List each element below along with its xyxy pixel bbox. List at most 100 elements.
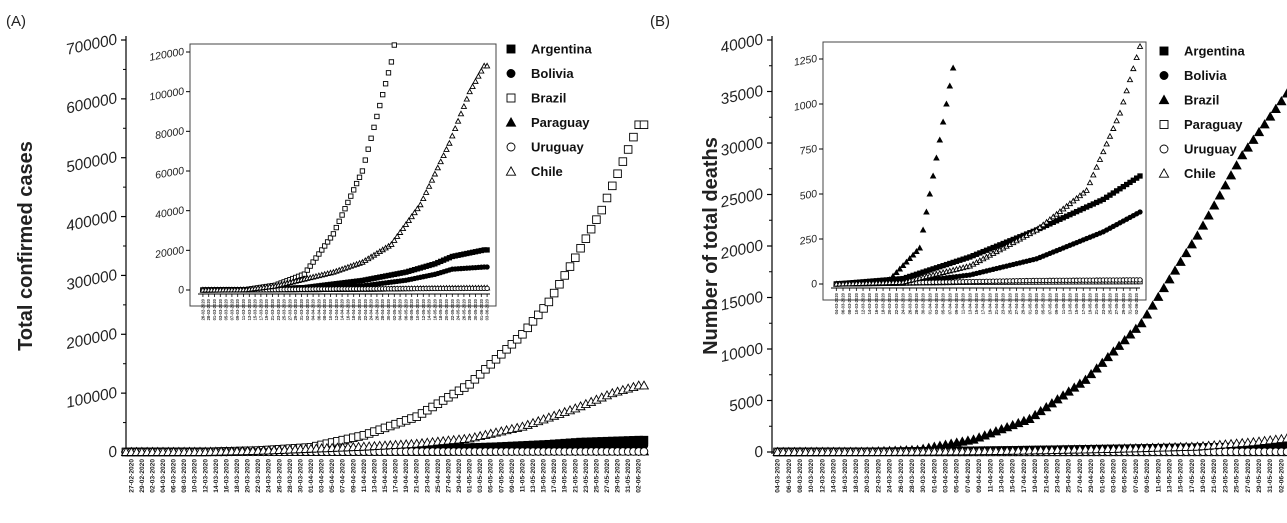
data-point: [502, 345, 511, 354]
inset-chart: 0 250 500 750 1000 1250 04-03-2020 06-03-2020 08…: [793, 41, 1147, 314]
x-tick-label: 28-03-2020: [909, 459, 916, 493]
legend-marker: [1159, 71, 1169, 80]
data-point: [491, 355, 501, 364]
x-tick-label: 07-04-2020: [340, 459, 347, 493]
inset-x-tick-label: 25-05-2020: [1107, 292, 1112, 314]
data-point: [1169, 265, 1181, 275]
inset-data-point: [460, 102, 468, 109]
inset-x-tick-label: 05-04-2020: [941, 292, 946, 314]
inset-data-point: [1083, 186, 1090, 193]
y-tick-label: 35000: [719, 83, 765, 109]
x-tick-label: 27-02-2020: [128, 459, 135, 493]
inset-data-point: [330, 231, 337, 237]
inset-x-tick-label: 11-03-2020: [241, 298, 246, 320]
inset-data-point: [1123, 87, 1130, 94]
inset-data-point: [1113, 117, 1120, 124]
data-point: [623, 145, 633, 154]
inset-data-point: [466, 88, 473, 95]
inset-data-point: [353, 180, 360, 187]
inset-data-point: [356, 174, 363, 180]
inset-x-tick-label: 10-03-2020: [854, 292, 859, 314]
inset-x-tick-label: 10-05-2020: [415, 298, 420, 320]
inset-data-point: [899, 262, 907, 269]
inset-x-tick-label: 17-05-2020: [1081, 292, 1086, 314]
x-tick-label: 01-04-2020: [931, 459, 938, 493]
inset-x-tick-label: 04-03-2020: [834, 292, 839, 314]
inset-frame: [189, 43, 497, 307]
legend-marker: [506, 69, 516, 78]
data-point: [586, 224, 596, 234]
x-tick-label: 04-03-2020: [160, 459, 167, 493]
data-point: [1209, 200, 1220, 210]
x-tick-label: 29-04-2020: [1088, 459, 1095, 493]
data-point: [1259, 119, 1270, 129]
inset-data-point: [893, 269, 900, 276]
x-tick-label: 01-05-2020: [467, 459, 474, 493]
inset-data-point: [362, 157, 368, 163]
legend: Argentina Bolivia Brazil Paraguay Uruguay Chi…: [1158, 44, 1245, 181]
inset-x-tick-label: 13-05-2020: [1067, 292, 1072, 314]
inset-data-point: [322, 243, 328, 249]
inset-x-tick-label: 20-03-2020: [887, 292, 892, 314]
x-tick-label: 29-02-2020: [139, 459, 146, 493]
data-point: [1130, 323, 1141, 333]
legend-label: Brazil: [531, 91, 566, 106]
y-tick-label: 10000: [719, 340, 765, 366]
inset-data-point: [1137, 173, 1143, 179]
inset-x-tick-label: 14-04-2020: [340, 298, 345, 320]
inset-data-point: [316, 251, 322, 257]
y-tick-label: 400000: [65, 208, 119, 235]
inset-x-tick-label: 12-05-2020: [421, 298, 426, 320]
x-tick-label: 17-04-2020: [393, 459, 400, 493]
inset-y-tick-label: 100000: [148, 86, 185, 104]
x-tick-label: 19-05-2020: [1200, 459, 1207, 493]
inset-x-tick-label: 18-05-2020: [438, 298, 443, 320]
inset-x-tick-label: 04-04-2020: [311, 298, 316, 320]
data-point: [1276, 95, 1287, 106]
data-point: [1164, 274, 1175, 284]
inset-x-tick-label: 19-05-2020: [1087, 292, 1092, 314]
inset-x-tick-label: 16-04-2020: [345, 298, 350, 320]
data-point: [576, 243, 585, 253]
x-tick-label: 23-05-2020: [583, 459, 590, 493]
data-point: [581, 234, 591, 243]
inset-x-tick-label: 09-05-2020: [1054, 292, 1059, 314]
inset-x-tick-label: 29-04-2020: [1021, 292, 1026, 314]
data-point: [618, 157, 628, 166]
x-tick-label: 01-04-2020: [308, 459, 315, 493]
inset-data-point: [478, 67, 485, 74]
inset-x-tick-label: 27-04-2020: [1014, 292, 1019, 314]
inset-x-tick-label: 30-04-2020: [386, 298, 391, 320]
inset-data-point: [333, 224, 339, 231]
inset-data-point: [380, 91, 386, 98]
inset-data-point: [336, 218, 342, 224]
inset-data-point: [457, 110, 465, 117]
x-tick-label: 02-06-2020: [1278, 459, 1285, 493]
inset-x-tick-label: 09-03-2020: [235, 298, 240, 320]
panel-label: (A): [6, 13, 26, 30]
inset-data-point: [411, 209, 418, 216]
x-tick-label: 03-04-2020: [319, 459, 326, 493]
inset-data-point: [437, 158, 444, 165]
x-tick-label: 17-05-2020: [551, 459, 558, 493]
data-point: [1080, 374, 1091, 384]
inset-data-point: [896, 265, 904, 272]
inset-x-tick-label: 04-05-2020: [398, 298, 403, 320]
x-tick-label: 17-04-2020: [1021, 459, 1028, 493]
legend-marker: [1158, 94, 1170, 105]
inset-x-tick-label: 31-05-2020: [1127, 292, 1132, 314]
data-point: [565, 262, 575, 271]
legend-label: Bolivia: [531, 66, 574, 81]
inset-x-tick-label: 02-05-2020: [392, 298, 397, 320]
inset-x-tick-label: 20-05-2020: [444, 298, 449, 320]
x-tick-label: 28-03-2020: [287, 459, 294, 493]
x-tick-label: 21-05-2020: [572, 459, 579, 493]
panel-a: (A)0100000200000300000400000500000600000…: [6, 13, 650, 493]
inset-frame: [822, 41, 1147, 301]
inset-x-tick-label: 08-05-2020: [409, 298, 414, 320]
x-tick-label: 25-04-2020: [1066, 459, 1073, 493]
data-point: [1186, 239, 1197, 249]
inset-data-point: [475, 72, 482, 79]
inset-y-tick-label: 1250: [793, 53, 818, 69]
inset-data-point: [339, 212, 345, 218]
